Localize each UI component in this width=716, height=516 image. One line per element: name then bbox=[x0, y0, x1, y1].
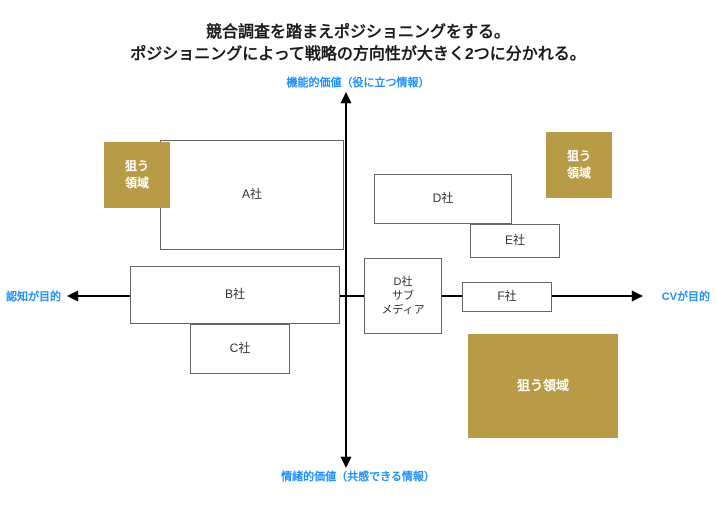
company-c: C社 bbox=[190, 324, 290, 374]
company-dsub: D社 サブ メディア bbox=[364, 258, 442, 334]
axis-label-right: CVが目的 bbox=[662, 288, 710, 304]
target-t1: 狙う 領域 bbox=[104, 142, 170, 208]
positioning-diagram: 競合調査を踏まえポジショニングをする。ポジショニングによって戦略の方向性が大きく… bbox=[0, 0, 716, 516]
company-f: F社 bbox=[462, 282, 552, 312]
axis-label-bottom: 情緒的価値（共感できる情報） bbox=[0, 468, 716, 484]
axis-label-left: 認知が目的 bbox=[6, 288, 61, 304]
axis-label-top: 機能的価値（役に立つ情報） bbox=[0, 74, 716, 90]
target-t3: 狙う領域 bbox=[468, 334, 618, 438]
company-d: D社 bbox=[374, 174, 512, 224]
company-b: B社 bbox=[130, 266, 340, 324]
company-e: E社 bbox=[470, 224, 560, 258]
company-a: A社 bbox=[160, 140, 344, 250]
target-t2: 狙う 領域 bbox=[546, 132, 612, 198]
